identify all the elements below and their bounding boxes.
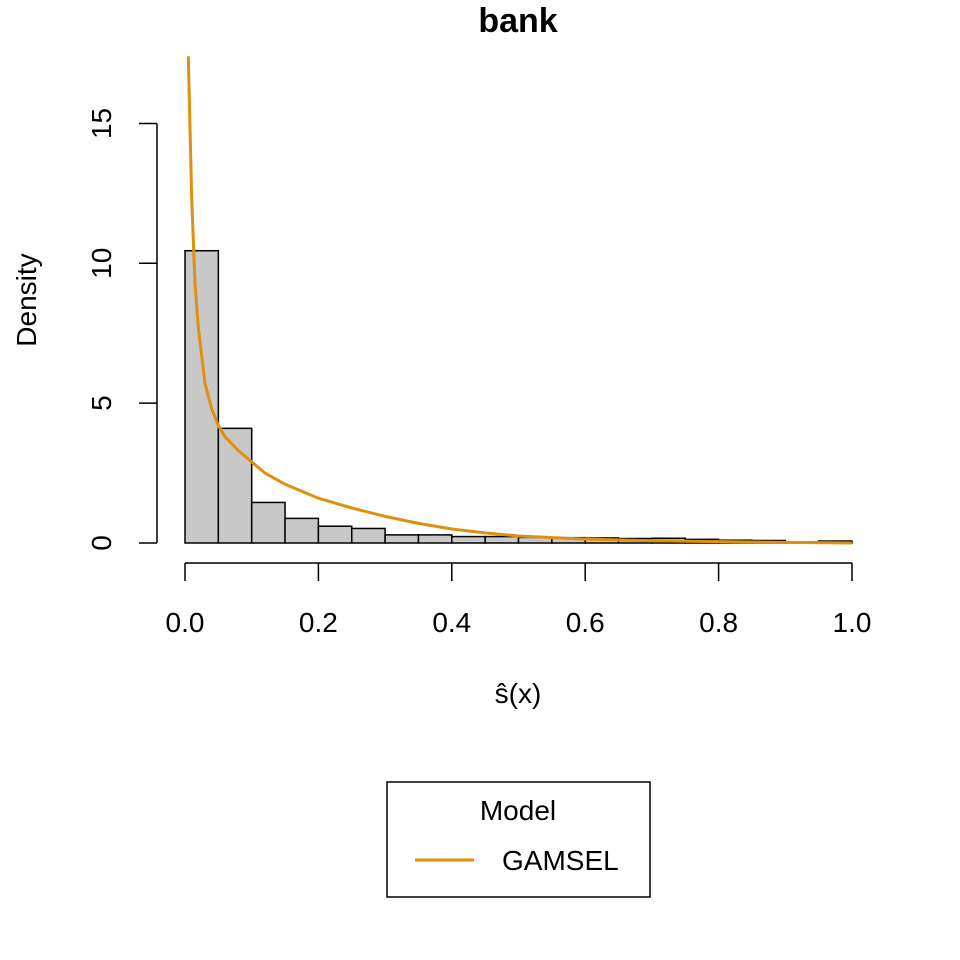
legend-title: Model <box>480 795 556 826</box>
histogram-bar <box>384 534 420 544</box>
histogram-bar <box>351 527 386 544</box>
x-tick-label: 0.4 <box>432 607 471 638</box>
model-curves <box>186 56 853 545</box>
histogram-bar <box>250 501 286 544</box>
series-line-gamsel <box>186 56 853 545</box>
y-tick-label: 15 <box>86 108 117 139</box>
histogram-bars <box>184 249 853 544</box>
histogram-bar <box>317 525 353 544</box>
x-tick-label: 1.0 <box>833 607 872 638</box>
x-tick-label: 0.6 <box>566 607 605 638</box>
x-tick-label: 0.0 <box>166 607 205 638</box>
histogram-bar <box>451 535 486 544</box>
legend-box <box>386 781 651 898</box>
chart-title: bank <box>478 2 557 40</box>
y-tick-label: 10 <box>86 248 117 279</box>
histogram-bar <box>484 535 520 544</box>
histogram-bar <box>284 517 320 544</box>
y-tick-label: 0 <box>86 535 117 551</box>
y-axis: 0 5 10 15 <box>86 108 158 551</box>
histogram-bar <box>417 534 453 544</box>
x-tick-label: 0.2 <box>299 607 338 638</box>
x-tick-label: 0.8 <box>699 607 738 638</box>
x-axis-label: ŝ(x) <box>495 678 542 709</box>
x-axis: 0.0 0.2 0.4 0.6 0.8 1.0 <box>166 562 872 638</box>
legend: Model GAMSEL <box>386 781 651 898</box>
y-tick-label: 5 <box>86 395 117 411</box>
histogram-bar <box>184 249 220 544</box>
legend-label-gamsel: GAMSEL <box>502 845 619 876</box>
y-axis-label: Density <box>11 253 42 346</box>
